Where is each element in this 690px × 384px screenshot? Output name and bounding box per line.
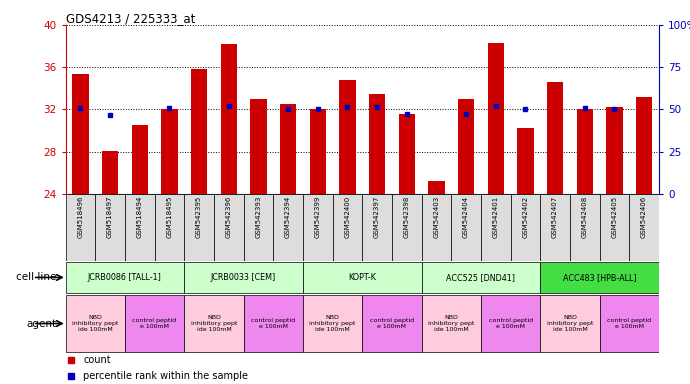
Text: GDS4213 / 225333_at: GDS4213 / 225333_at xyxy=(66,12,195,25)
Text: GSM542395: GSM542395 xyxy=(196,196,202,238)
Bar xyxy=(184,295,244,352)
Text: GSM542400: GSM542400 xyxy=(344,196,351,238)
Bar xyxy=(66,295,125,352)
Bar xyxy=(303,295,362,352)
Bar xyxy=(422,262,540,293)
Text: GSM542405: GSM542405 xyxy=(611,196,618,238)
Bar xyxy=(369,94,385,194)
Bar xyxy=(362,295,422,352)
Text: GSM518497: GSM518497 xyxy=(107,196,113,238)
Text: GSM542403: GSM542403 xyxy=(433,196,440,238)
Bar xyxy=(540,262,659,293)
Bar xyxy=(125,295,184,352)
Bar xyxy=(577,109,593,194)
Bar xyxy=(161,109,177,194)
Text: percentile rank within the sample: percentile rank within the sample xyxy=(83,371,248,381)
Bar xyxy=(600,295,659,352)
Bar xyxy=(422,295,481,352)
Bar xyxy=(72,74,88,194)
Text: JCRB0033 [CEM]: JCRB0033 [CEM] xyxy=(211,273,276,282)
Text: GSM542393: GSM542393 xyxy=(255,196,262,238)
Text: GSM518494: GSM518494 xyxy=(137,196,143,238)
Bar xyxy=(481,194,511,261)
Bar xyxy=(540,194,570,261)
Text: control peptid
e 100mM: control peptid e 100mM xyxy=(489,318,533,329)
Text: GSM542406: GSM542406 xyxy=(641,196,647,238)
Bar xyxy=(399,114,415,194)
Bar xyxy=(362,194,392,261)
Bar xyxy=(125,194,155,261)
Bar xyxy=(481,295,540,352)
Text: NBD
inhibitory pept
ide 100mM: NBD inhibitory pept ide 100mM xyxy=(72,315,119,332)
Text: GSM542404: GSM542404 xyxy=(463,196,469,238)
Text: GSM542394: GSM542394 xyxy=(285,196,291,238)
Text: GSM518496: GSM518496 xyxy=(77,196,83,238)
Text: control peptid
e 100mM: control peptid e 100mM xyxy=(132,318,177,329)
Bar xyxy=(273,194,303,261)
Bar xyxy=(66,262,184,293)
Text: JCRB0086 [TALL-1]: JCRB0086 [TALL-1] xyxy=(88,273,162,282)
Bar xyxy=(518,128,533,194)
Bar xyxy=(428,181,444,194)
Bar xyxy=(488,43,504,194)
Bar xyxy=(214,194,244,261)
Text: agent: agent xyxy=(26,318,57,329)
Bar xyxy=(511,194,540,261)
Text: GSM542401: GSM542401 xyxy=(493,196,499,238)
Bar xyxy=(422,194,451,261)
Bar xyxy=(191,70,207,194)
Text: ACC483 [HPB-ALL]: ACC483 [HPB-ALL] xyxy=(563,273,636,282)
Bar xyxy=(95,194,125,261)
Text: GSM542408: GSM542408 xyxy=(582,196,588,238)
Bar xyxy=(333,194,362,261)
Bar xyxy=(184,194,214,261)
Text: NBD
inhibitory pept
ide 100mM: NBD inhibitory pept ide 100mM xyxy=(428,315,475,332)
Text: NBD
inhibitory pept
ide 100mM: NBD inhibitory pept ide 100mM xyxy=(546,315,593,332)
Bar xyxy=(310,109,326,194)
Text: ACC525 [DND41]: ACC525 [DND41] xyxy=(446,273,515,282)
Bar xyxy=(244,295,303,352)
Bar xyxy=(132,125,148,194)
Bar xyxy=(184,262,303,293)
Text: KOPT-K: KOPT-K xyxy=(348,273,376,282)
Bar xyxy=(540,295,600,352)
Bar xyxy=(451,194,481,261)
Bar xyxy=(339,80,355,194)
Text: control peptid
e 100mM: control peptid e 100mM xyxy=(607,318,651,329)
Bar xyxy=(155,194,184,261)
Text: GSM542402: GSM542402 xyxy=(522,196,529,238)
Bar xyxy=(221,44,237,194)
Bar xyxy=(303,262,422,293)
Text: GSM542407: GSM542407 xyxy=(552,196,558,238)
Text: GSM542398: GSM542398 xyxy=(404,196,410,238)
Bar xyxy=(102,151,118,194)
Bar xyxy=(244,194,273,261)
Text: GSM542396: GSM542396 xyxy=(226,196,232,238)
Text: cell line: cell line xyxy=(17,272,57,283)
Bar xyxy=(629,194,659,261)
Text: GSM542399: GSM542399 xyxy=(315,196,321,238)
Bar xyxy=(570,194,600,261)
Text: NBD
inhibitory pept
ide 100mM: NBD inhibitory pept ide 100mM xyxy=(309,315,356,332)
Text: count: count xyxy=(83,356,111,366)
Bar xyxy=(303,194,333,261)
Bar xyxy=(458,99,474,194)
Text: NBD
inhibitory pept
ide 100mM: NBD inhibitory pept ide 100mM xyxy=(190,315,237,332)
Bar xyxy=(636,97,652,194)
Bar xyxy=(547,82,563,194)
Bar xyxy=(280,104,296,194)
Text: GSM518495: GSM518495 xyxy=(166,196,172,238)
Bar xyxy=(600,194,629,261)
Text: control peptid
e 100mM: control peptid e 100mM xyxy=(251,318,295,329)
Bar xyxy=(392,194,422,261)
Bar xyxy=(607,107,622,194)
Text: GSM542397: GSM542397 xyxy=(374,196,380,238)
Text: control peptid
e 100mM: control peptid e 100mM xyxy=(370,318,414,329)
Bar xyxy=(250,99,266,194)
Bar xyxy=(66,194,95,261)
